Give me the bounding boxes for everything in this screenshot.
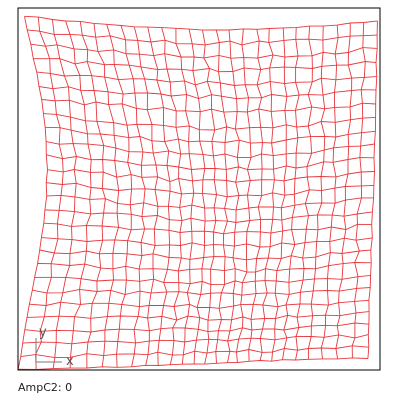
- mesh-line-horizontal: [47, 169, 375, 183]
- y-axis-label: y: [39, 325, 47, 340]
- mesh-line-horizontal: [41, 99, 376, 113]
- mesh-line-horizontal: [43, 222, 372, 235]
- mesh-grid-lines: [17, 15, 378, 370]
- mesh-line-horizontal: [44, 209, 373, 223]
- mesh-line-horizontal: [33, 58, 377, 73]
- mesh-line-horizontal: [43, 113, 376, 131]
- mesh-line-horizontal: [32, 287, 371, 296]
- mesh-line-horizontal: [45, 126, 376, 144]
- mesh-line-horizontal: [39, 249, 371, 261]
- mesh-line-horizontal: [18, 357, 368, 370]
- status-value: 0: [65, 381, 73, 394]
- mesh-line-horizontal: [38, 86, 377, 100]
- mesh-line-horizontal: [36, 71, 377, 86]
- mesh-line-horizontal: [27, 29, 378, 46]
- mesh-line-horizontal: [20, 345, 369, 359]
- status-readout: AmpC2: 0: [18, 381, 72, 394]
- mesh-line-horizontal: [29, 299, 369, 309]
- mesh-line-horizontal: [37, 262, 372, 273]
- x-axis-label: x: [66, 354, 74, 369]
- mesh-line-horizontal: [46, 154, 375, 171]
- mesh-line-horizontal: [30, 43, 378, 59]
- mesh-line-horizontal: [22, 334, 369, 345]
- mesh-line-horizontal: [41, 237, 373, 248]
- mesh-line-horizontal: [24, 322, 369, 333]
- mesh-line-horizontal: [24, 15, 378, 31]
- mesh-line-horizontal: [26, 311, 370, 321]
- status-label: AmpC2:: [18, 381, 62, 394]
- axis-triad: y x: [35, 325, 74, 369]
- mesh-line-horizontal: [46, 141, 375, 158]
- mesh-line-horizontal: [46, 182, 374, 198]
- mesh-line-horizontal: [46, 194, 374, 211]
- mesh-line-horizontal: [34, 274, 371, 286]
- plot-frame: [17, 7, 381, 371]
